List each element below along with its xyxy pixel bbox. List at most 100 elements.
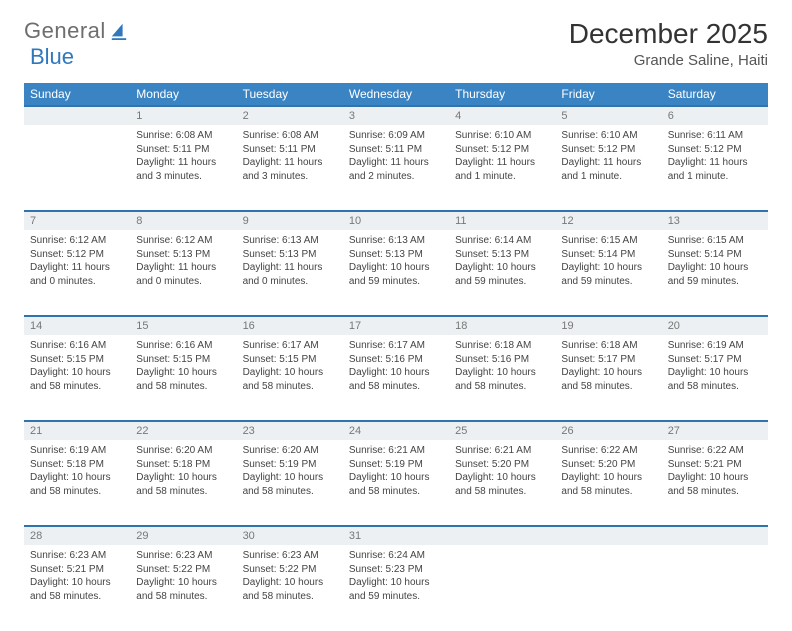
day-cell-body: Sunrise: 6:12 AMSunset: 5:12 PMDaylight:… — [24, 230, 130, 294]
day-number-cell — [449, 526, 555, 545]
day-cell — [24, 125, 130, 211]
sunrise-text: Sunrise: 6:23 AM — [136, 549, 230, 563]
sunrise-text: Sunrise: 6:22 AM — [561, 444, 655, 458]
sunset-text: Sunset: 5:19 PM — [243, 458, 337, 472]
weekday-header-row: SundayMondayTuesdayWednesdayThursdayFrid… — [24, 83, 768, 106]
sunset-text: Sunset: 5:18 PM — [30, 458, 124, 472]
day-cell: Sunrise: 6:16 AMSunset: 5:15 PMDaylight:… — [130, 335, 236, 421]
day-cell-body: Sunrise: 6:16 AMSunset: 5:15 PMDaylight:… — [130, 335, 236, 399]
sunset-text: Sunset: 5:12 PM — [561, 143, 655, 157]
sunset-text: Sunset: 5:16 PM — [455, 353, 549, 367]
daylight-text: Daylight: 11 hours and 1 minute. — [561, 156, 655, 183]
day-cell: Sunrise: 6:21 AMSunset: 5:20 PMDaylight:… — [449, 440, 555, 526]
day-cell-body: Sunrise: 6:16 AMSunset: 5:15 PMDaylight:… — [24, 335, 130, 399]
sunrise-text: Sunrise: 6:14 AM — [455, 234, 549, 248]
logo-sail-icon — [110, 22, 128, 40]
day-number-cell: 20 — [662, 316, 768, 335]
daylight-text: Daylight: 10 hours and 58 minutes. — [136, 576, 230, 603]
day-number-cell: 1 — [130, 106, 236, 125]
day-number-cell: 8 — [130, 211, 236, 230]
month-title: December 2025 — [569, 18, 768, 50]
day-number-cell — [662, 526, 768, 545]
sunrise-text: Sunrise: 6:19 AM — [668, 339, 762, 353]
day-cell-body: Sunrise: 6:10 AMSunset: 5:12 PMDaylight:… — [555, 125, 661, 189]
sunset-text: Sunset: 5:15 PM — [136, 353, 230, 367]
daylight-text: Daylight: 10 hours and 59 minutes. — [349, 261, 443, 288]
day-content-row: Sunrise: 6:12 AMSunset: 5:12 PMDaylight:… — [24, 230, 768, 316]
daylight-text: Daylight: 10 hours and 58 minutes. — [30, 471, 124, 498]
daylight-text: Daylight: 10 hours and 58 minutes. — [136, 471, 230, 498]
day-cell — [662, 545, 768, 631]
day-cell-body: Sunrise: 6:08 AMSunset: 5:11 PMDaylight:… — [237, 125, 343, 189]
day-cell: Sunrise: 6:13 AMSunset: 5:13 PMDaylight:… — [237, 230, 343, 316]
day-cell-body: Sunrise: 6:14 AMSunset: 5:13 PMDaylight:… — [449, 230, 555, 294]
sunset-text: Sunset: 5:13 PM — [136, 248, 230, 262]
day-number-cell: 25 — [449, 421, 555, 440]
day-cell: Sunrise: 6:19 AMSunset: 5:17 PMDaylight:… — [662, 335, 768, 421]
daylight-text: Daylight: 11 hours and 3 minutes. — [136, 156, 230, 183]
day-number-cell: 23 — [237, 421, 343, 440]
sunrise-text: Sunrise: 6:10 AM — [561, 129, 655, 143]
daylight-text: Daylight: 11 hours and 1 minute. — [668, 156, 762, 183]
day-number-cell: 16 — [237, 316, 343, 335]
day-cell: Sunrise: 6:08 AMSunset: 5:11 PMDaylight:… — [237, 125, 343, 211]
day-cell — [555, 545, 661, 631]
day-cell-body: Sunrise: 6:18 AMSunset: 5:16 PMDaylight:… — [449, 335, 555, 399]
daylight-text: Daylight: 10 hours and 58 minutes. — [30, 576, 124, 603]
sunrise-text: Sunrise: 6:15 AM — [561, 234, 655, 248]
day-cell-body: Sunrise: 6:09 AMSunset: 5:11 PMDaylight:… — [343, 125, 449, 189]
day-number-cell: 9 — [237, 211, 343, 230]
day-number-cell: 10 — [343, 211, 449, 230]
sunrise-text: Sunrise: 6:18 AM — [561, 339, 655, 353]
sunrise-text: Sunrise: 6:18 AM — [455, 339, 549, 353]
daylight-text: Daylight: 10 hours and 58 minutes. — [349, 366, 443, 393]
sunset-text: Sunset: 5:11 PM — [243, 143, 337, 157]
day-number-cell — [555, 526, 661, 545]
sunset-text: Sunset: 5:17 PM — [668, 353, 762, 367]
sunset-text: Sunset: 5:13 PM — [349, 248, 443, 262]
sunset-text: Sunset: 5:14 PM — [561, 248, 655, 262]
day-cell-body: Sunrise: 6:22 AMSunset: 5:21 PMDaylight:… — [662, 440, 768, 504]
daylight-text: Daylight: 10 hours and 59 minutes. — [561, 261, 655, 288]
day-cell-body: Sunrise: 6:10 AMSunset: 5:12 PMDaylight:… — [449, 125, 555, 189]
day-cell: Sunrise: 6:10 AMSunset: 5:12 PMDaylight:… — [555, 125, 661, 211]
day-cell: Sunrise: 6:24 AMSunset: 5:23 PMDaylight:… — [343, 545, 449, 631]
day-cell: Sunrise: 6:19 AMSunset: 5:18 PMDaylight:… — [24, 440, 130, 526]
day-number-cell: 29 — [130, 526, 236, 545]
day-number-row: 78910111213 — [24, 211, 768, 230]
sunrise-text: Sunrise: 6:13 AM — [349, 234, 443, 248]
day-cell-body: Sunrise: 6:20 AMSunset: 5:19 PMDaylight:… — [237, 440, 343, 504]
title-block: December 2025 Grande Saline, Haiti — [569, 18, 768, 69]
day-content-row: Sunrise: 6:19 AMSunset: 5:18 PMDaylight:… — [24, 440, 768, 526]
day-number-cell: 22 — [130, 421, 236, 440]
day-cell: Sunrise: 6:12 AMSunset: 5:12 PMDaylight:… — [24, 230, 130, 316]
sunrise-text: Sunrise: 6:16 AM — [30, 339, 124, 353]
sunset-text: Sunset: 5:23 PM — [349, 563, 443, 577]
day-cell — [449, 545, 555, 631]
day-number-cell: 24 — [343, 421, 449, 440]
day-number-cell: 15 — [130, 316, 236, 335]
daylight-text: Daylight: 10 hours and 58 minutes. — [561, 471, 655, 498]
sunset-text: Sunset: 5:16 PM — [349, 353, 443, 367]
day-cell: Sunrise: 6:15 AMSunset: 5:14 PMDaylight:… — [555, 230, 661, 316]
day-cell: Sunrise: 6:09 AMSunset: 5:11 PMDaylight:… — [343, 125, 449, 211]
day-cell: Sunrise: 6:15 AMSunset: 5:14 PMDaylight:… — [662, 230, 768, 316]
day-cell: Sunrise: 6:20 AMSunset: 5:19 PMDaylight:… — [237, 440, 343, 526]
day-number-cell: 12 — [555, 211, 661, 230]
sunrise-text: Sunrise: 6:23 AM — [30, 549, 124, 563]
sunrise-text: Sunrise: 6:23 AM — [243, 549, 337, 563]
day-number-cell: 2 — [237, 106, 343, 125]
sunset-text: Sunset: 5:21 PM — [30, 563, 124, 577]
day-number-cell: 7 — [24, 211, 130, 230]
weekday-header: Thursday — [449, 83, 555, 106]
sunrise-text: Sunrise: 6:22 AM — [668, 444, 762, 458]
day-cell-body: Sunrise: 6:12 AMSunset: 5:13 PMDaylight:… — [130, 230, 236, 294]
day-cell-body: Sunrise: 6:15 AMSunset: 5:14 PMDaylight:… — [662, 230, 768, 294]
daylight-text: Daylight: 10 hours and 58 minutes. — [30, 366, 124, 393]
sunrise-text: Sunrise: 6:24 AM — [349, 549, 443, 563]
location: Grande Saline, Haiti — [569, 52, 768, 69]
day-cell-body: Sunrise: 6:19 AMSunset: 5:18 PMDaylight:… — [24, 440, 130, 504]
day-cell: Sunrise: 6:20 AMSunset: 5:18 PMDaylight:… — [130, 440, 236, 526]
sunset-text: Sunset: 5:13 PM — [455, 248, 549, 262]
sunset-text: Sunset: 5:18 PM — [136, 458, 230, 472]
